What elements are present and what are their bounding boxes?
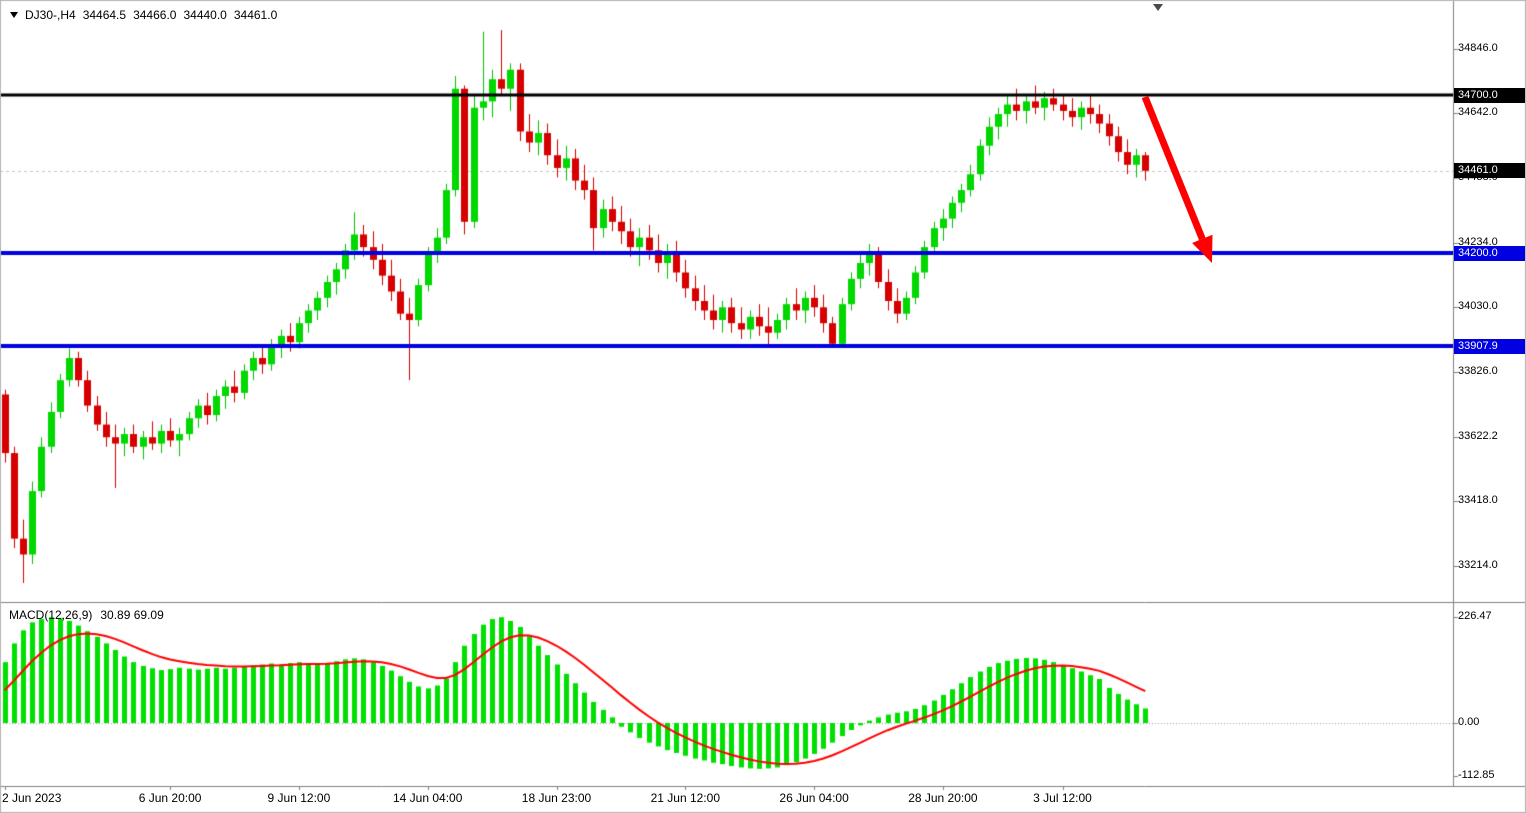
- ohlc-open: 34464.5: [82, 8, 127, 22]
- price-axis-label: 33826.0: [1458, 364, 1498, 377]
- price-line-badge: 33907.9: [1454, 338, 1525, 354]
- time-axis-label: 18 Jun 23:00: [521, 791, 592, 805]
- price-axis-label: 33214.0: [1458, 558, 1498, 571]
- macd-values: 30.89 69.09: [100, 608, 164, 622]
- price-axis-label: 34642.0: [1458, 106, 1498, 119]
- ohlc-low: 34440.0: [183, 8, 227, 22]
- time-axis-label: 2 Jun 2023: [2, 791, 62, 805]
- price-axis-label: 34846.0: [1458, 41, 1498, 54]
- price-axis-label: 34030.0: [1458, 300, 1498, 313]
- time-axis-label: 21 Jun 12:00: [650, 791, 720, 805]
- current-price-badge: 34461.0: [1454, 163, 1525, 179]
- price-axis-label: 33622.2: [1458, 429, 1498, 442]
- chart-shift-marker-icon[interactable]: [1153, 4, 1163, 11]
- macd-indicator-label: MACD(12,26,9) 30.89 69.09: [9, 608, 164, 622]
- macd-axis-label: 0.00: [1458, 715, 1480, 728]
- macd-axis-label: -112.85: [1458, 768, 1495, 781]
- time-axis-label: 26 Jun 04:00: [779, 791, 849, 805]
- price-line-badge: 34700.0: [1454, 87, 1525, 103]
- down-arrow-annotation[interactable]: [1120, 80, 1240, 280]
- ohlc-close: 34461.0: [233, 8, 278, 22]
- symbol-dropdown-icon[interactable]: [10, 12, 18, 18]
- price-axis-label: 33418.0: [1458, 494, 1498, 507]
- time-axis-label: 14 Jun 04:00: [392, 791, 463, 805]
- price-line-badge: 34200.0: [1454, 245, 1525, 261]
- macd-name: MACD(12,26,9): [9, 608, 93, 622]
- ohlc-high: 34466.0: [133, 8, 177, 22]
- time-axis-label: 28 Jun 20:00: [908, 791, 978, 805]
- price-axis-label: 34234.0: [1458, 235, 1498, 248]
- time-axis-label: 6 Jun 20:00: [138, 791, 202, 805]
- symbol-timeframe: DJ30-,H4: [25, 8, 76, 22]
- ohlc-header: DJ30-,H4 34464.5 34466.0 34440.0 34461.0: [10, 8, 277, 22]
- macd-axis-label: 226.47: [1458, 609, 1492, 622]
- time-axis-label: 9 Jun 12:00: [267, 791, 331, 805]
- time-axis-label: 3 Jul 12:00: [1033, 791, 1092, 805]
